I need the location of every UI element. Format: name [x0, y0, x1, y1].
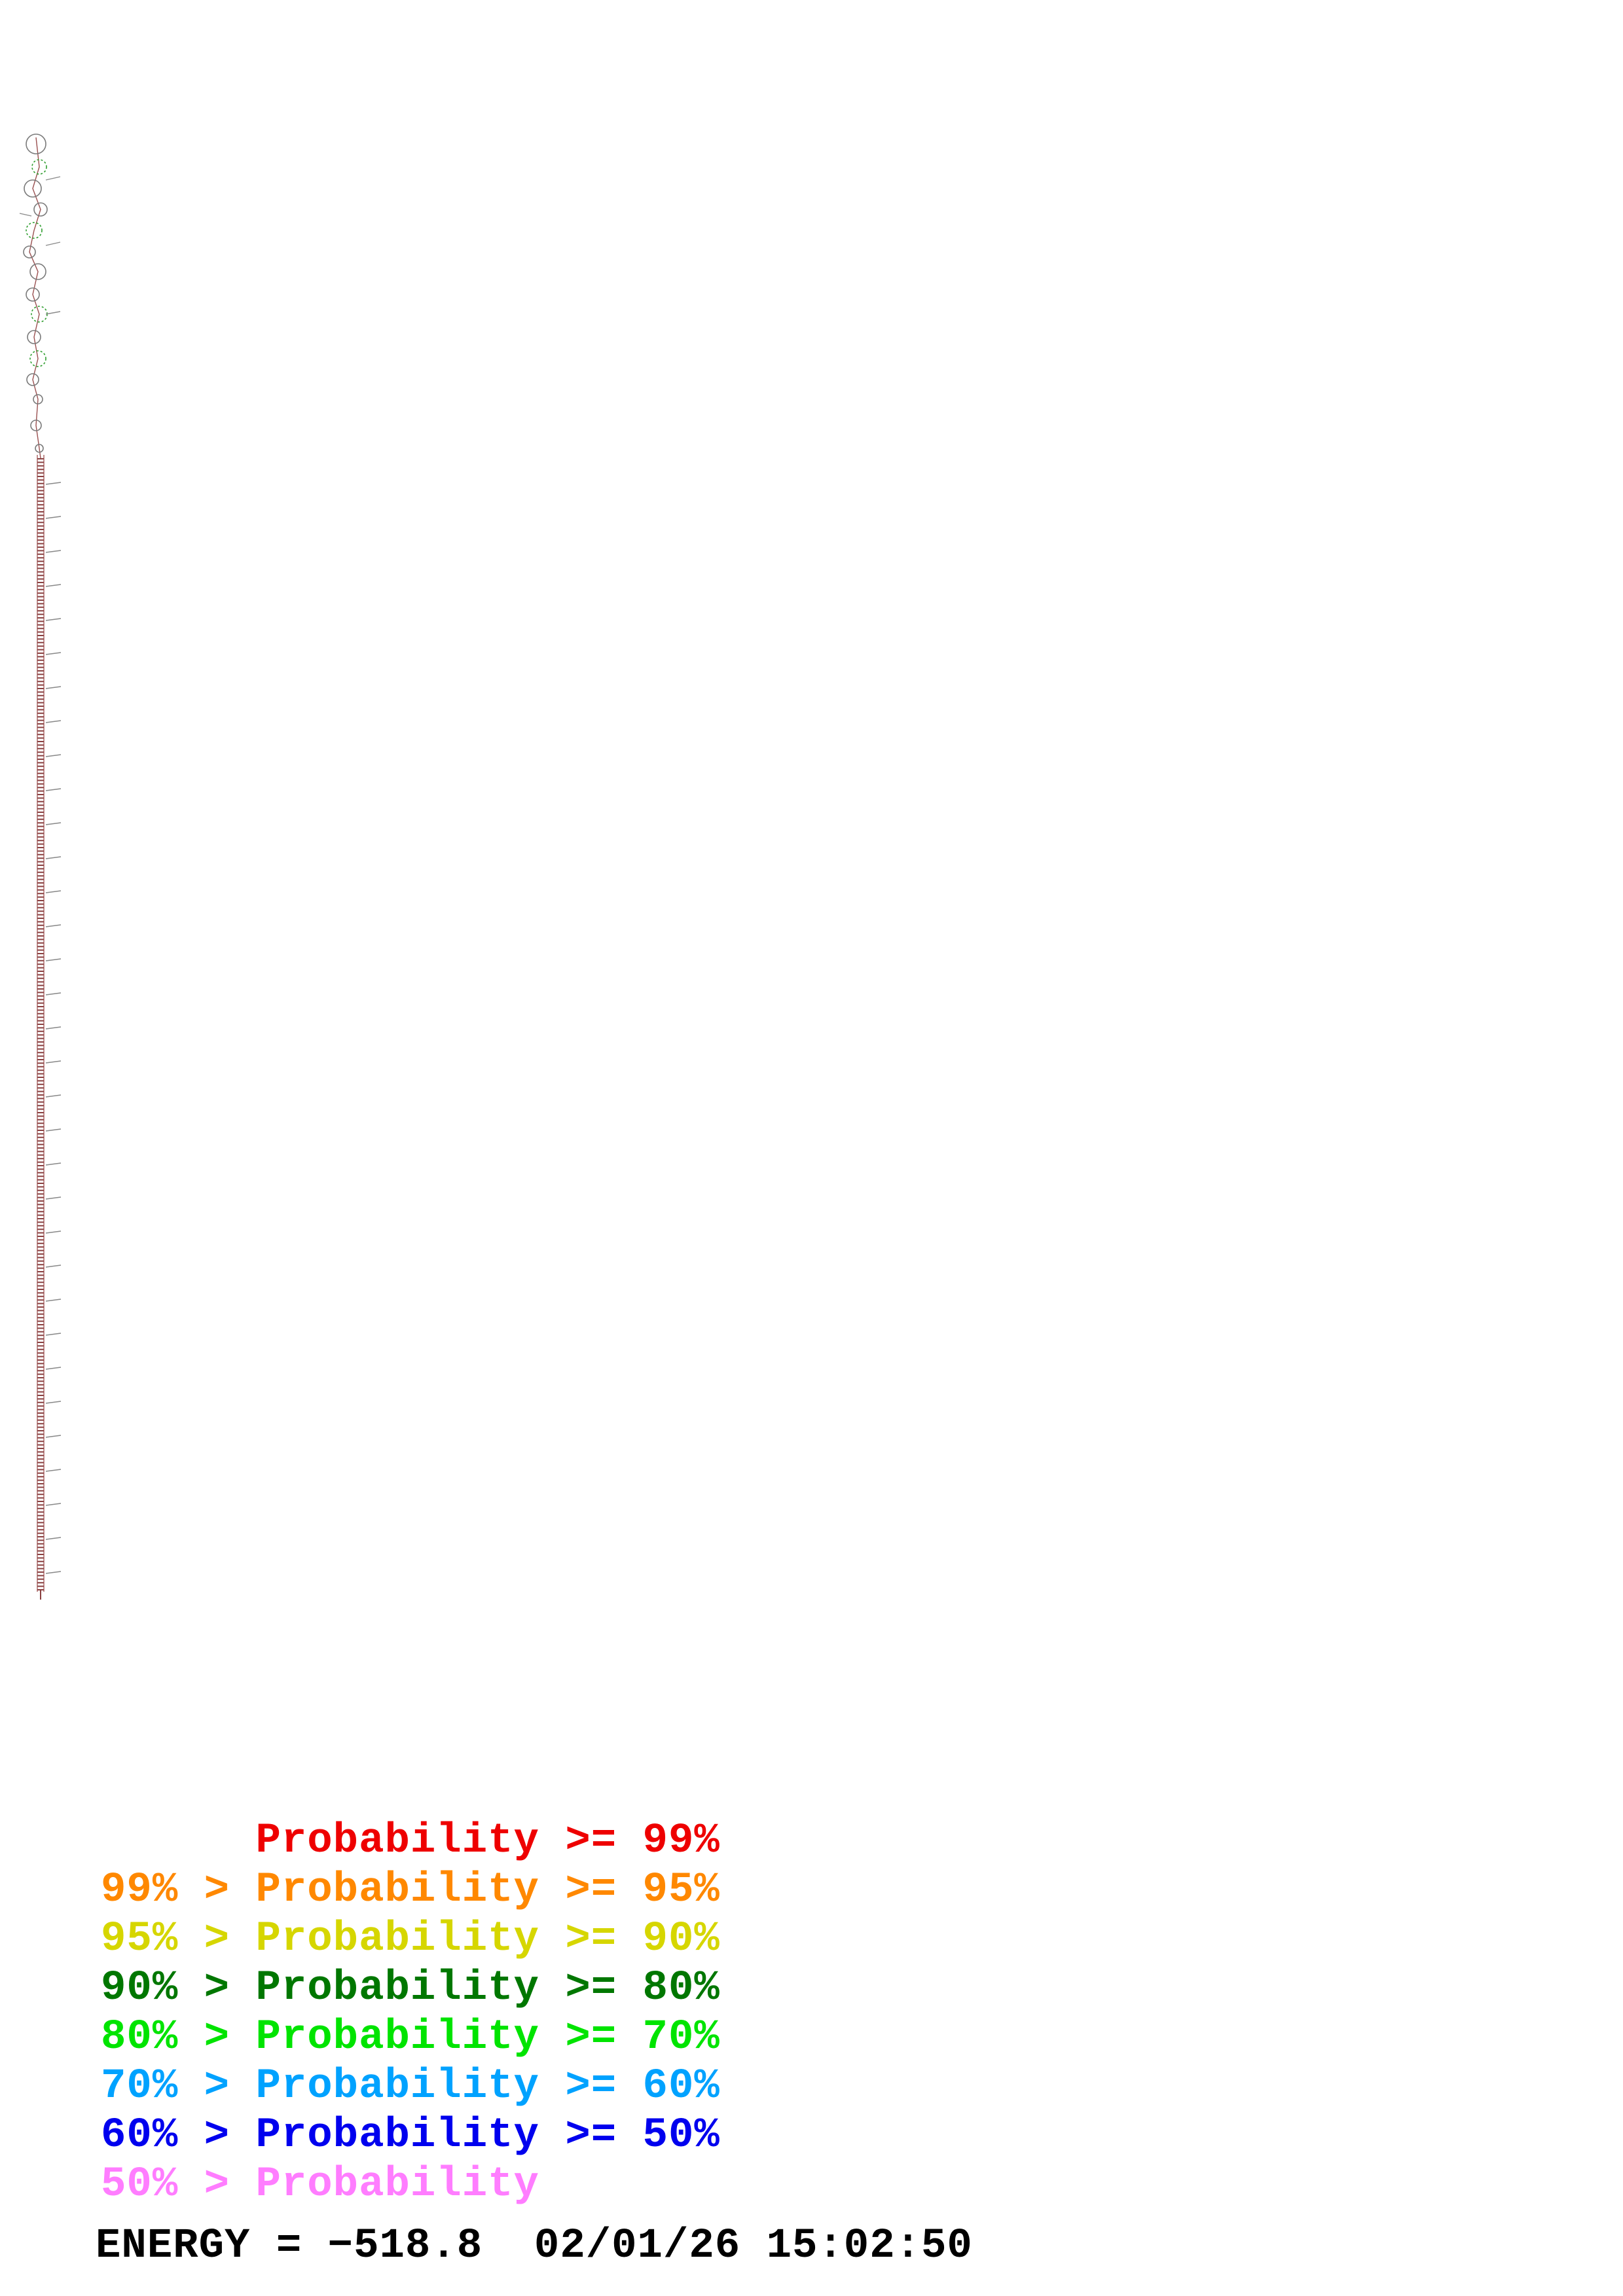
energy-readout: ENERGY = −518.8 02/01/26 15:02:50	[96, 2223, 973, 2270]
loop-spine	[29, 137, 41, 459]
rna-structure-plot	[19, 134, 62, 1600]
loop-green-accents	[26, 159, 48, 367]
sequence-tick-marks	[45, 482, 62, 1574]
legend-item: 99% > Probability >= 95%	[101, 1867, 720, 1914]
terminal-loops	[23, 134, 48, 453]
legend-item: 70% > Probability >= 60%	[101, 2063, 720, 2110]
legend-item: 90% > Probability >= 80%	[101, 1965, 720, 2012]
legend-item: Probability >= 99%	[101, 1818, 720, 1865]
legend-item: 95% > Probability >= 90%	[101, 1916, 720, 1963]
legend-item: 60% > Probability >= 50%	[101, 2112, 720, 2159]
probability-legend: Probability >= 99% 99% > Probability >= …	[101, 1817, 720, 2210]
loop-spurs	[19, 176, 61, 315]
legend-item: 80% > Probability >= 70%	[101, 2014, 720, 2061]
legend-item: 50% > Probability	[101, 2161, 539, 2208]
